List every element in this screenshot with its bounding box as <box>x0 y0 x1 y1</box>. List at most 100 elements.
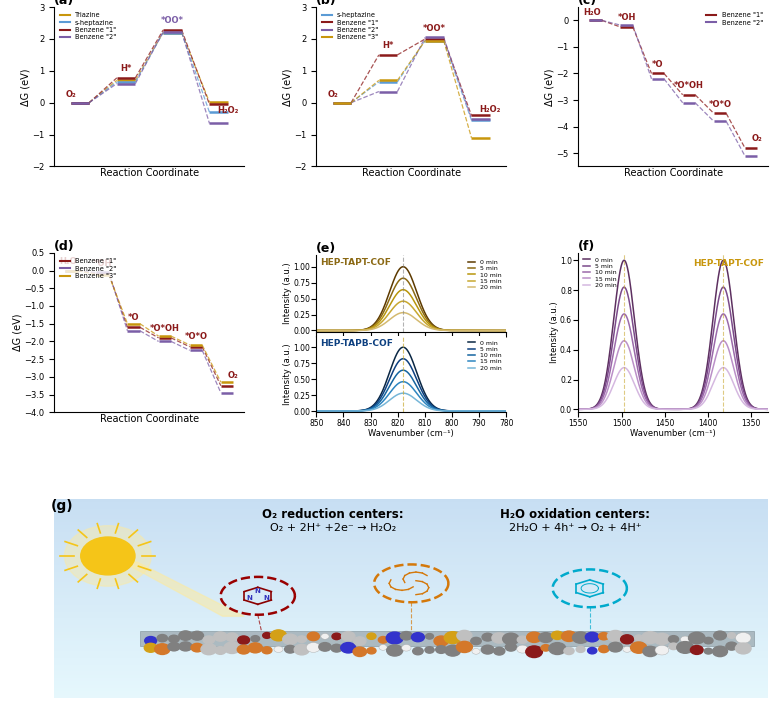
15 min <box>643 400 653 408</box>
Circle shape <box>191 631 203 640</box>
5 min <box>468 326 477 335</box>
Text: H₂O₂: H₂O₂ <box>217 106 239 116</box>
Text: O₂: O₂ <box>327 90 338 99</box>
Text: N: N <box>255 588 261 594</box>
0 min <box>416 298 425 306</box>
5 min <box>375 396 384 405</box>
10 min <box>565 405 574 414</box>
Line: 0 min: 0 min <box>317 266 506 331</box>
15 min <box>399 297 408 305</box>
Bar <box>54 622 768 625</box>
Circle shape <box>320 634 329 639</box>
20 min <box>312 407 321 415</box>
Circle shape <box>654 633 670 644</box>
Bar <box>54 548 768 552</box>
Y-axis label: ΔG (eV): ΔG (eV) <box>545 68 555 106</box>
0 min <box>416 378 425 386</box>
Text: O₂: O₂ <box>65 90 76 99</box>
Text: (b): (b) <box>317 0 337 7</box>
Bar <box>54 678 768 681</box>
Circle shape <box>411 632 424 642</box>
15 min <box>501 407 511 415</box>
Text: 2H₂O + 4h⁺ → O₂ + 4H⁺: 2H₂O + 4h⁺ → O₂ + 4H⁺ <box>509 522 642 532</box>
15 min <box>312 326 321 335</box>
10 min <box>592 402 601 410</box>
Text: N: N <box>247 595 252 601</box>
5 min <box>452 326 462 335</box>
Circle shape <box>274 646 283 652</box>
Y-axis label: Intensity (a.u.): Intensity (a.u.) <box>549 302 559 363</box>
Circle shape <box>251 636 260 642</box>
Bar <box>54 545 768 548</box>
Bar <box>54 612 768 615</box>
20 min <box>565 405 574 414</box>
Circle shape <box>400 632 412 640</box>
Legend: Triazine, s-heptazine, Benzene "1", Benzene "2": Triazine, s-heptazine, Benzene "1", Benz… <box>57 11 118 42</box>
Circle shape <box>214 632 227 641</box>
15 min <box>416 393 425 402</box>
Circle shape <box>178 631 192 640</box>
Text: *OO*: *OO* <box>161 16 184 25</box>
Bar <box>54 532 768 535</box>
10 min <box>501 326 511 335</box>
15 min <box>452 407 462 415</box>
Circle shape <box>691 646 703 654</box>
5 min <box>416 303 425 312</box>
Circle shape <box>494 647 505 655</box>
5 min <box>565 405 574 414</box>
Circle shape <box>526 646 542 658</box>
Bar <box>54 552 768 555</box>
Circle shape <box>203 636 214 644</box>
Circle shape <box>331 644 342 652</box>
5 min <box>390 285 399 293</box>
Text: H₂O oxidation centers:: H₂O oxidation centers: <box>501 508 650 520</box>
0 min <box>399 262 408 271</box>
20 min <box>592 404 601 412</box>
5 min <box>764 405 773 414</box>
20 min <box>375 403 384 412</box>
Circle shape <box>492 633 507 643</box>
Polygon shape <box>140 631 754 646</box>
20 min <box>390 393 399 401</box>
15 min <box>648 404 657 412</box>
20 min <box>637 396 646 404</box>
Circle shape <box>576 646 585 652</box>
Bar <box>54 642 768 645</box>
Bar <box>54 575 768 578</box>
Bar <box>54 508 768 512</box>
Circle shape <box>481 645 494 654</box>
20 min <box>619 363 629 372</box>
Bar <box>54 558 768 562</box>
10 min <box>468 407 477 415</box>
Bar <box>54 615 768 618</box>
Circle shape <box>643 646 657 656</box>
Circle shape <box>435 646 447 654</box>
Circle shape <box>714 631 726 640</box>
10 min <box>452 407 462 415</box>
Circle shape <box>386 645 403 656</box>
20 min <box>501 407 511 415</box>
15 min <box>416 313 425 321</box>
Circle shape <box>608 642 622 652</box>
Bar <box>54 628 768 632</box>
Circle shape <box>367 648 376 654</box>
5 min <box>643 396 653 405</box>
Bar <box>54 665 768 668</box>
Circle shape <box>168 642 180 651</box>
20 min <box>312 326 321 335</box>
Line: 10 min: 10 min <box>570 314 768 410</box>
20 min <box>613 371 622 379</box>
Circle shape <box>332 633 341 639</box>
Circle shape <box>608 630 623 642</box>
Circle shape <box>541 644 550 651</box>
10 min <box>416 308 425 317</box>
Text: *O: *O <box>652 60 663 68</box>
Bar <box>54 638 768 642</box>
Circle shape <box>285 645 296 653</box>
Circle shape <box>623 646 631 652</box>
10 min <box>375 318 384 326</box>
20 min <box>452 407 462 415</box>
20 min <box>501 326 511 335</box>
Circle shape <box>445 645 461 656</box>
Text: *OH: *OH <box>618 13 636 22</box>
